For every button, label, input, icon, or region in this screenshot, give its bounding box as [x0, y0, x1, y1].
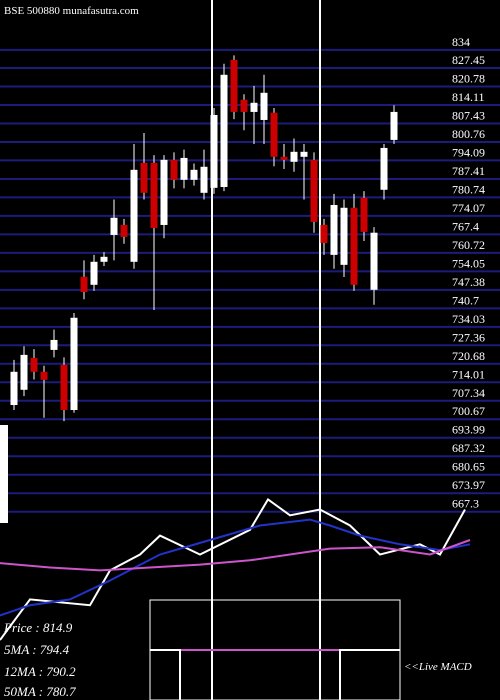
legend-text: 5MA : 794.4	[4, 642, 70, 657]
candle-body	[90, 261, 98, 285]
candle-body	[60, 364, 68, 411]
candle-body	[50, 339, 58, 350]
macd-label: <<Live MACD	[404, 661, 472, 673]
y-tick-label: 794.09	[452, 145, 485, 159]
candle-body	[390, 111, 398, 140]
y-tick-label: 734.03	[452, 312, 485, 326]
candle-body	[320, 224, 328, 243]
y-tick-label: 780.74	[452, 182, 485, 196]
y-tick-label: 760.72	[452, 238, 485, 252]
candle-body	[280, 156, 288, 160]
legend-text: 50MA : 780.7	[4, 684, 76, 699]
y-tick-label: 693.99	[452, 423, 485, 437]
y-tick-label: 747.38	[452, 275, 485, 289]
y-tick-label: 700.67	[452, 404, 485, 418]
candle-body	[10, 371, 18, 406]
candle-body	[350, 207, 358, 285]
candle-body	[330, 205, 338, 255]
y-tick-label: 714.01	[452, 367, 485, 381]
candle-body	[150, 162, 158, 229]
candle-body	[380, 147, 388, 190]
candle-body	[20, 354, 28, 390]
candle-body	[100, 256, 108, 262]
candle-body	[120, 224, 128, 237]
candle-body	[340, 207, 348, 265]
candle-body	[240, 99, 248, 112]
macd-step	[339, 649, 400, 700]
y-tick-label: 727.36	[452, 330, 485, 344]
y-tick-label: 680.65	[452, 460, 485, 474]
y-tick-label: 740.7	[452, 293, 479, 307]
grid	[0, 48, 500, 513]
candle-body	[70, 317, 78, 411]
candle-body	[160, 159, 168, 225]
candle-body	[290, 151, 298, 162]
macd-step	[150, 649, 181, 700]
candle-body	[220, 74, 228, 188]
candles	[10, 55, 398, 422]
candle-body	[80, 276, 88, 292]
candle-body	[230, 59, 238, 112]
legend-text: 12MA : 790.2	[4, 664, 76, 679]
y-tick-label: 820.78	[452, 71, 485, 85]
candle-body	[130, 169, 138, 262]
candle-body	[140, 162, 148, 193]
edge-bar	[0, 425, 8, 523]
indicator-line	[0, 518, 471, 617]
y-tick-label: 767.4	[452, 219, 479, 233]
candle-body	[200, 166, 208, 193]
y-tick-label: 754.05	[452, 256, 485, 270]
chart-title: BSE 500880 munafasutra.com	[4, 5, 139, 17]
candle-body	[310, 159, 318, 222]
y-tick-label: 834	[452, 35, 470, 49]
y-tick-label: 687.32	[452, 441, 485, 455]
y-tick-label: 774.07	[452, 201, 485, 215]
y-tick-label: 800.76	[452, 127, 485, 141]
candle-body	[370, 232, 378, 290]
candle-body	[250, 102, 258, 112]
candle-body	[210, 114, 218, 188]
y-tick-label: 814.11	[452, 90, 485, 104]
candle-body	[180, 157, 188, 180]
legend-text: Price : 814.9	[3, 620, 73, 635]
candle-body	[300, 151, 308, 157]
candle-body	[30, 357, 38, 372]
candle-body	[40, 371, 48, 380]
y-tick-label: 787.41	[452, 164, 485, 178]
candle-body	[260, 92, 268, 120]
y-tick-label: 667.3	[452, 497, 479, 511]
indicator-line	[0, 539, 471, 572]
candle-body	[270, 112, 278, 157]
candle-body	[110, 217, 118, 235]
y-tick-label: 720.68	[452, 349, 485, 363]
candle-body	[190, 169, 198, 180]
candle-body	[360, 197, 368, 232]
y-tick-label: 707.34	[452, 386, 485, 400]
candle-body	[170, 159, 178, 180]
y-tick-label: 827.45	[452, 53, 485, 67]
y-tick-label: 807.43	[452, 108, 485, 122]
indicator	[0, 497, 471, 641]
y-tick-label: 673.97	[452, 478, 485, 492]
